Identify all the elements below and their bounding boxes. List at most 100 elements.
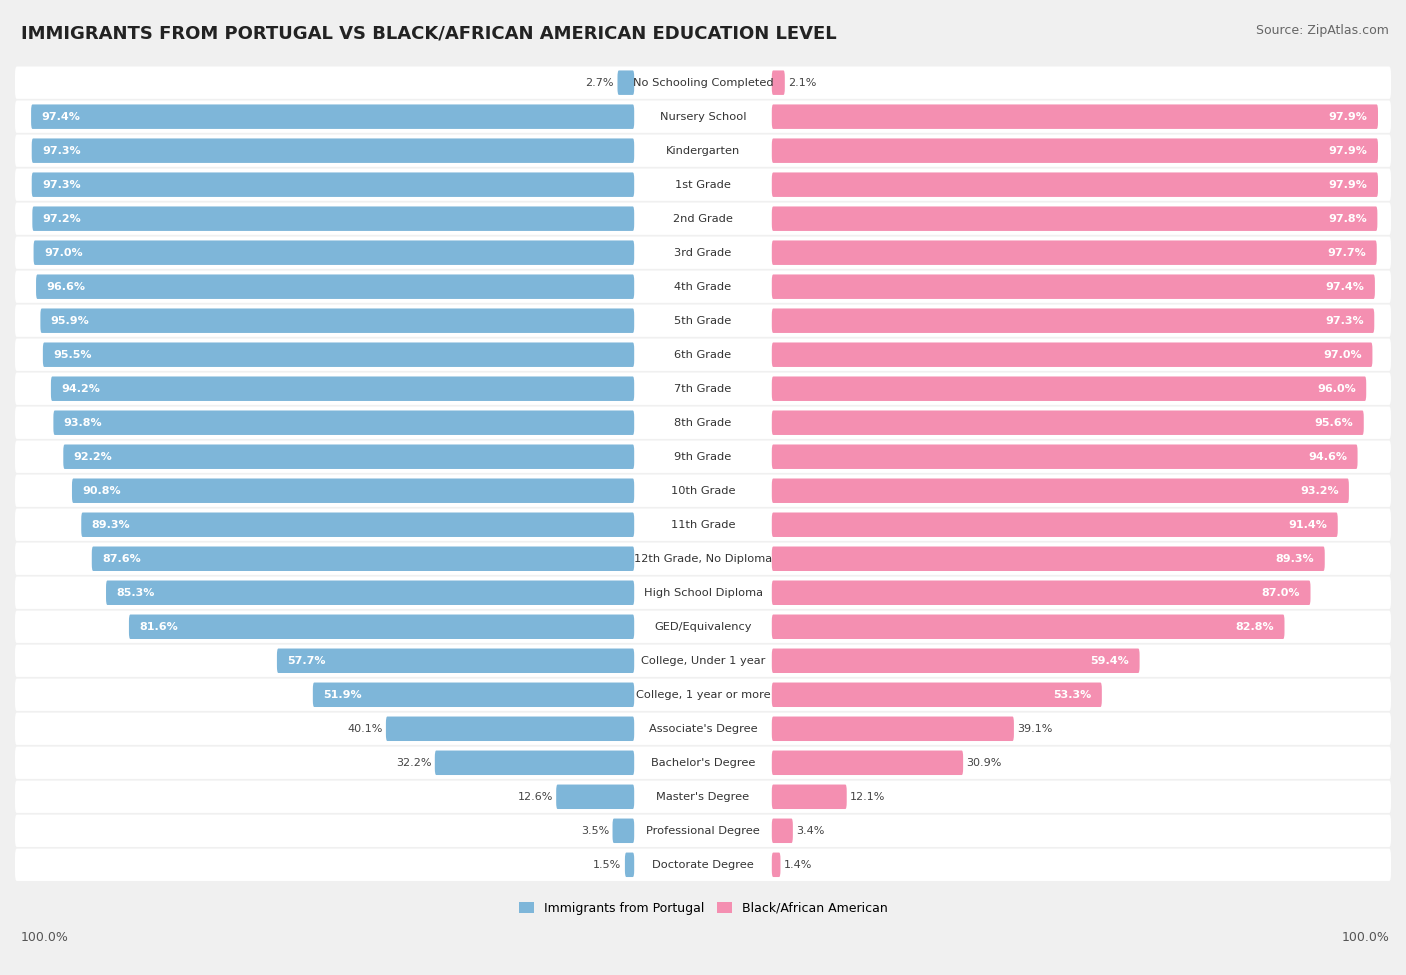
Text: 91.4%: 91.4% <box>1288 520 1327 529</box>
Text: Bachelor's Degree: Bachelor's Degree <box>651 758 755 767</box>
Text: Professional Degree: Professional Degree <box>647 826 759 836</box>
Text: 30.9%: 30.9% <box>966 758 1002 767</box>
FancyBboxPatch shape <box>15 135 1391 167</box>
FancyBboxPatch shape <box>772 410 1364 435</box>
FancyBboxPatch shape <box>772 682 1102 707</box>
Text: Associate's Degree: Associate's Degree <box>648 723 758 734</box>
FancyBboxPatch shape <box>385 717 634 741</box>
FancyBboxPatch shape <box>15 304 1391 337</box>
FancyBboxPatch shape <box>34 241 634 265</box>
FancyBboxPatch shape <box>15 543 1391 575</box>
Text: 96.6%: 96.6% <box>46 282 86 292</box>
Text: 89.3%: 89.3% <box>1275 554 1315 564</box>
FancyBboxPatch shape <box>15 509 1391 541</box>
Text: 1st Grade: 1st Grade <box>675 179 731 190</box>
FancyBboxPatch shape <box>772 104 1378 129</box>
Text: 97.4%: 97.4% <box>1326 282 1365 292</box>
Text: 2.1%: 2.1% <box>789 78 817 88</box>
FancyBboxPatch shape <box>15 679 1391 711</box>
FancyBboxPatch shape <box>41 308 634 332</box>
Text: 97.3%: 97.3% <box>1326 316 1364 326</box>
FancyBboxPatch shape <box>15 644 1391 677</box>
FancyBboxPatch shape <box>772 717 1014 741</box>
Text: College, 1 year or more: College, 1 year or more <box>636 689 770 700</box>
FancyBboxPatch shape <box>772 241 1376 265</box>
FancyBboxPatch shape <box>51 376 634 401</box>
Text: 8th Grade: 8th Grade <box>675 417 731 428</box>
FancyBboxPatch shape <box>53 410 634 435</box>
Text: 32.2%: 32.2% <box>396 758 432 767</box>
Text: 12.1%: 12.1% <box>851 792 886 801</box>
Text: 89.3%: 89.3% <box>91 520 131 529</box>
FancyBboxPatch shape <box>15 747 1391 779</box>
FancyBboxPatch shape <box>15 169 1391 201</box>
FancyBboxPatch shape <box>772 513 1337 537</box>
FancyBboxPatch shape <box>15 372 1391 405</box>
Text: 40.1%: 40.1% <box>347 723 382 734</box>
Text: 57.7%: 57.7% <box>287 656 326 666</box>
FancyBboxPatch shape <box>15 781 1391 813</box>
Text: 51.9%: 51.9% <box>323 689 361 700</box>
Text: Kindergarten: Kindergarten <box>666 145 740 156</box>
FancyBboxPatch shape <box>772 751 963 775</box>
Text: 2.7%: 2.7% <box>585 78 614 88</box>
Text: 9th Grade: 9th Grade <box>675 451 731 462</box>
FancyBboxPatch shape <box>277 648 634 673</box>
FancyBboxPatch shape <box>31 104 634 129</box>
Text: Master's Degree: Master's Degree <box>657 792 749 801</box>
Text: 59.4%: 59.4% <box>1091 656 1129 666</box>
Text: 12.6%: 12.6% <box>517 792 553 801</box>
FancyBboxPatch shape <box>129 614 634 639</box>
Text: 4th Grade: 4th Grade <box>675 282 731 292</box>
Text: Nursery School: Nursery School <box>659 112 747 122</box>
Text: 87.6%: 87.6% <box>103 554 141 564</box>
FancyBboxPatch shape <box>772 547 1324 571</box>
Text: 95.6%: 95.6% <box>1315 417 1354 428</box>
Text: 1.5%: 1.5% <box>593 860 621 870</box>
Text: 2nd Grade: 2nd Grade <box>673 214 733 223</box>
Text: 97.9%: 97.9% <box>1329 112 1368 122</box>
FancyBboxPatch shape <box>15 66 1391 98</box>
FancyBboxPatch shape <box>772 70 785 95</box>
FancyBboxPatch shape <box>37 275 634 299</box>
Text: IMMIGRANTS FROM PORTUGAL VS BLACK/AFRICAN AMERICAN EDUCATION LEVEL: IMMIGRANTS FROM PORTUGAL VS BLACK/AFRICA… <box>21 24 837 42</box>
FancyBboxPatch shape <box>15 441 1391 473</box>
Text: 92.2%: 92.2% <box>73 451 112 462</box>
FancyBboxPatch shape <box>15 713 1391 745</box>
FancyBboxPatch shape <box>42 342 634 367</box>
FancyBboxPatch shape <box>82 513 634 537</box>
FancyBboxPatch shape <box>15 610 1391 643</box>
Text: 81.6%: 81.6% <box>139 622 179 632</box>
Text: 5th Grade: 5th Grade <box>675 316 731 326</box>
FancyBboxPatch shape <box>772 342 1372 367</box>
Text: Doctorate Degree: Doctorate Degree <box>652 860 754 870</box>
Text: Source: ZipAtlas.com: Source: ZipAtlas.com <box>1256 24 1389 37</box>
FancyBboxPatch shape <box>15 475 1391 507</box>
Text: 97.9%: 97.9% <box>1329 179 1368 190</box>
Text: 3.4%: 3.4% <box>796 826 825 836</box>
Text: 97.9%: 97.9% <box>1329 145 1368 156</box>
FancyBboxPatch shape <box>772 580 1310 605</box>
FancyBboxPatch shape <box>105 580 634 605</box>
Text: 97.3%: 97.3% <box>42 145 80 156</box>
Text: 85.3%: 85.3% <box>117 588 155 598</box>
FancyBboxPatch shape <box>15 338 1391 370</box>
Text: High School Diploma: High School Diploma <box>644 588 762 598</box>
FancyBboxPatch shape <box>15 237 1391 269</box>
FancyBboxPatch shape <box>772 785 846 809</box>
FancyBboxPatch shape <box>314 682 634 707</box>
FancyBboxPatch shape <box>772 308 1374 332</box>
FancyBboxPatch shape <box>32 207 634 231</box>
FancyBboxPatch shape <box>15 848 1391 881</box>
FancyBboxPatch shape <box>15 407 1391 439</box>
FancyBboxPatch shape <box>63 445 634 469</box>
FancyBboxPatch shape <box>613 819 634 843</box>
Legend: Immigrants from Portugal, Black/African American: Immigrants from Portugal, Black/African … <box>513 897 893 919</box>
FancyBboxPatch shape <box>72 479 634 503</box>
FancyBboxPatch shape <box>32 138 634 163</box>
Text: 97.0%: 97.0% <box>1323 350 1362 360</box>
FancyBboxPatch shape <box>15 576 1391 609</box>
Text: 96.0%: 96.0% <box>1317 384 1355 394</box>
Text: 3rd Grade: 3rd Grade <box>675 248 731 257</box>
Text: 90.8%: 90.8% <box>83 486 121 495</box>
